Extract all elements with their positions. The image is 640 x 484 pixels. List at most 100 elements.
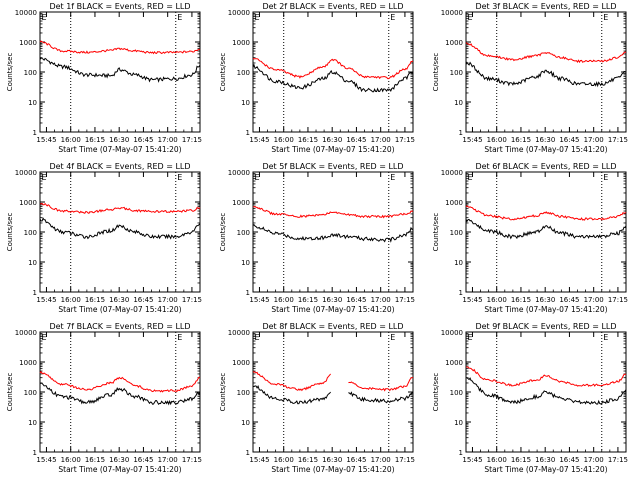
x-tick-label: 17:00 xyxy=(371,136,391,144)
marker-label-left: E xyxy=(467,173,472,182)
series-events-line xyxy=(252,223,414,243)
y-tick-label: 1000 xyxy=(445,199,463,207)
y-tick-label: 1000 xyxy=(19,359,37,367)
series-events-line xyxy=(465,61,627,88)
y-tick-label: 1000 xyxy=(232,39,250,47)
y-axis-label: Counts/sec xyxy=(432,373,440,412)
y-tick-label: 100 xyxy=(450,389,463,397)
x-tick-label: 17:15 xyxy=(608,296,628,304)
y-tick-label: 10000 xyxy=(228,169,250,177)
panel-title: Det 9f BLACK = Events, RED = LLD xyxy=(475,322,616,331)
marker-label-right: E xyxy=(177,173,182,182)
y-tick-label: 10 xyxy=(241,259,250,267)
panel-title: Det 6f BLACK = Events, RED = LLD xyxy=(475,162,616,171)
x-tick-label: 17:00 xyxy=(158,456,178,464)
x-tick-label: 15:45 xyxy=(36,456,56,464)
y-axis-label: Counts/sec xyxy=(219,213,227,252)
x-axis-label: Start Time (07-May-07 15:41:20) xyxy=(58,465,181,474)
x-tick-label: 16:00 xyxy=(274,136,294,144)
x-tick-label: 15:45 xyxy=(462,296,482,304)
x-tick-label: 16:00 xyxy=(61,136,81,144)
marker-label-right: E xyxy=(603,173,608,182)
x-tick-label: 16:30 xyxy=(322,456,342,464)
y-tick-label: 10000 xyxy=(15,9,37,17)
y-tick-label: 100 xyxy=(237,389,250,397)
x-axis-label: Start Time (07-May-07 15:41:20) xyxy=(58,145,181,154)
marker-label-left: E xyxy=(254,333,259,342)
panel-title: Det 8f BLACK = Events, RED = LLD xyxy=(262,322,403,331)
x-axis-label: Start Time (07-May-07 15:41:20) xyxy=(484,465,607,474)
series-events-line xyxy=(348,391,414,404)
marker-label-left: E xyxy=(41,333,46,342)
panel-title: Det 1f BLACK = Events, RED = LLD xyxy=(49,2,190,11)
y-tick-label: 1000 xyxy=(445,39,463,47)
x-tick-label: 16:30 xyxy=(535,296,555,304)
y-tick-label: 100 xyxy=(24,389,37,397)
marker-label-left: E xyxy=(254,13,259,22)
x-tick-label: 16:45 xyxy=(559,296,579,304)
series-lld-line xyxy=(39,202,201,214)
y-axis-label: Counts/sec xyxy=(219,373,227,412)
marker-label-right: E xyxy=(603,13,608,22)
series-events-line xyxy=(39,217,201,240)
y-tick-label: 10000 xyxy=(15,169,37,177)
panel-title: Det 4f BLACK = Events, RED = LLD xyxy=(49,162,190,171)
x-tick-label: 16:30 xyxy=(109,456,129,464)
x-tick-label: 15:45 xyxy=(36,136,56,144)
x-tick-label: 17:15 xyxy=(182,136,202,144)
x-tick-label: 17:00 xyxy=(584,456,604,464)
x-tick-label: 15:45 xyxy=(36,296,56,304)
x-tick-label: 17:00 xyxy=(158,136,178,144)
x-tick-label: 16:00 xyxy=(487,456,507,464)
x-tick-label: 16:30 xyxy=(109,136,129,144)
series-lld-line xyxy=(465,205,627,221)
marker-label-left: E xyxy=(467,13,472,22)
marker-label-left: E xyxy=(254,173,259,182)
y-axis-label: Counts/sec xyxy=(6,373,14,412)
x-axis-label: Start Time (07-May-07 15:41:20) xyxy=(58,305,181,314)
x-tick-label: 16:15 xyxy=(511,136,531,144)
y-tick-label: 100 xyxy=(24,229,37,237)
y-tick-label: 10000 xyxy=(15,329,37,337)
marker-label-left: E xyxy=(41,173,46,182)
x-tick-label: 16:30 xyxy=(322,136,342,144)
x-tick-label: 16:15 xyxy=(298,456,318,464)
x-tick-label: 16:30 xyxy=(109,296,129,304)
y-tick-label: 100 xyxy=(24,69,37,77)
x-tick-label: 15:45 xyxy=(462,136,482,144)
y-tick-label: 10000 xyxy=(441,329,463,337)
x-tick-label: 17:00 xyxy=(584,296,604,304)
y-tick-label: 10000 xyxy=(228,329,250,337)
y-tick-label: 1 xyxy=(246,449,250,457)
series-lld-line xyxy=(39,40,201,55)
x-tick-label: 16:45 xyxy=(133,296,153,304)
y-tick-label: 100 xyxy=(237,229,250,237)
series-events-line xyxy=(39,382,201,406)
x-tick-label: 15:45 xyxy=(249,296,269,304)
y-tick-label: 1000 xyxy=(445,359,463,367)
y-tick-label: 10000 xyxy=(441,169,463,177)
x-tick-label: 16:45 xyxy=(559,136,579,144)
y-tick-label: 10 xyxy=(454,419,463,427)
x-tick-label: 16:15 xyxy=(511,296,531,304)
y-tick-label: 10000 xyxy=(441,9,463,17)
y-tick-label: 1000 xyxy=(232,359,250,367)
x-tick-label: 16:00 xyxy=(61,296,81,304)
x-tick-label: 16:00 xyxy=(61,456,81,464)
x-tick-label: 15:45 xyxy=(249,136,269,144)
x-tick-label: 16:45 xyxy=(559,456,579,464)
x-axis-label: Start Time (07-May-07 15:41:20) xyxy=(271,465,394,474)
y-tick-label: 10 xyxy=(28,259,37,267)
series-lld-line xyxy=(39,370,201,393)
x-tick-label: 17:00 xyxy=(371,456,391,464)
y-axis-label: Counts/sec xyxy=(432,53,440,92)
marker-label-left: E xyxy=(41,13,46,22)
